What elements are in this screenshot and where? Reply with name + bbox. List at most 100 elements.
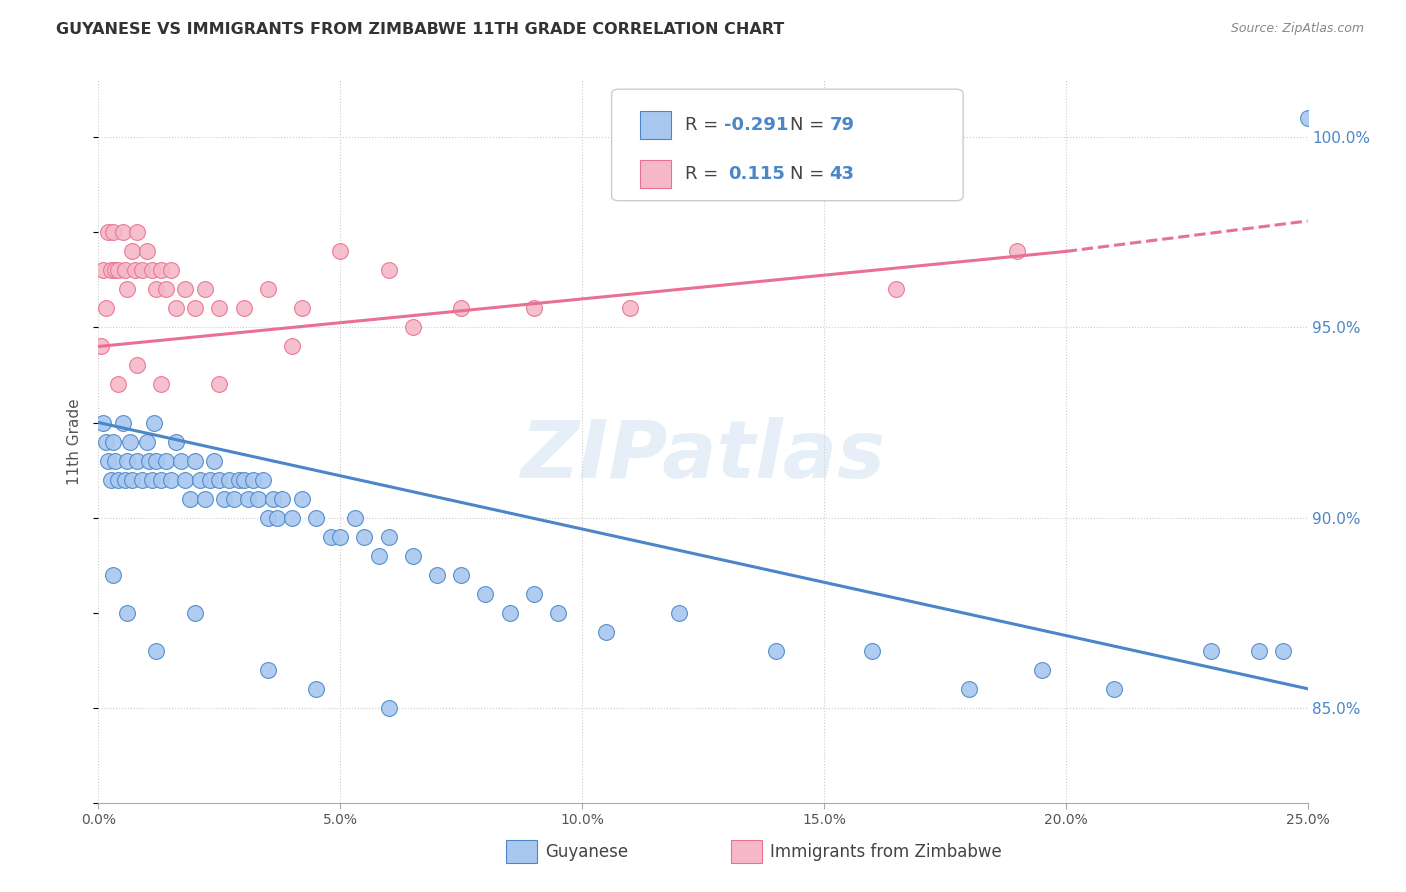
Point <box>184 301 207 316</box>
Point <box>474 587 496 601</box>
Point <box>281 339 304 353</box>
Point <box>319 530 342 544</box>
Point <box>765 169 787 183</box>
Point <box>145 643 167 657</box>
Point <box>184 453 207 467</box>
Point <box>668 606 690 620</box>
Point <box>1249 643 1271 657</box>
Point <box>305 510 328 524</box>
Point <box>141 473 163 487</box>
Point <box>271 491 294 506</box>
Point <box>353 530 375 544</box>
Point <box>165 301 187 316</box>
Point <box>242 473 264 487</box>
Point <box>232 473 254 487</box>
Point <box>1031 663 1053 677</box>
Point <box>127 226 149 240</box>
Y-axis label: 11th Grade: 11th Grade <box>67 398 83 485</box>
Point <box>595 624 617 639</box>
Point <box>101 226 124 240</box>
Text: R =: R = <box>685 116 724 134</box>
Point <box>114 263 136 277</box>
Point <box>131 473 153 487</box>
Point <box>155 282 177 296</box>
Point <box>204 453 226 467</box>
Point <box>198 473 221 487</box>
Point <box>305 681 328 696</box>
Point <box>232 301 254 316</box>
Point <box>100 263 122 277</box>
Point <box>450 301 472 316</box>
Point <box>619 301 641 316</box>
Point <box>127 359 149 373</box>
Text: 43: 43 <box>830 165 855 183</box>
Point <box>266 510 288 524</box>
Point <box>252 473 274 487</box>
Point <box>91 416 114 430</box>
Point <box>765 643 787 657</box>
Point <box>886 282 908 296</box>
Point <box>523 301 546 316</box>
Point <box>426 567 449 582</box>
Point <box>256 663 278 677</box>
Point <box>368 549 391 563</box>
Text: Immigrants from Zimbabwe: Immigrants from Zimbabwe <box>770 843 1002 861</box>
Text: Guyanese: Guyanese <box>546 843 628 861</box>
Text: N =: N = <box>790 165 830 183</box>
Point <box>131 263 153 277</box>
Point <box>402 549 425 563</box>
Point <box>155 453 177 467</box>
Point <box>1272 643 1295 657</box>
Point <box>547 606 569 620</box>
Point <box>117 453 139 467</box>
Point <box>957 681 980 696</box>
Point <box>1199 643 1222 657</box>
Point <box>101 434 124 449</box>
Point <box>174 473 197 487</box>
Text: -0.291: -0.291 <box>724 116 789 134</box>
Text: ZIPatlas: ZIPatlas <box>520 417 886 495</box>
Point <box>329 530 352 544</box>
Point <box>188 473 211 487</box>
Point <box>135 434 157 449</box>
Point <box>247 491 270 506</box>
Point <box>194 282 217 296</box>
Point <box>228 473 250 487</box>
Point <box>90 339 112 353</box>
Point <box>94 434 117 449</box>
Point <box>143 416 166 430</box>
Point <box>97 453 120 467</box>
Text: Source: ZipAtlas.com: Source: ZipAtlas.com <box>1230 22 1364 36</box>
Point <box>91 263 114 277</box>
Point <box>184 606 207 620</box>
Point <box>450 567 472 582</box>
Point <box>222 491 245 506</box>
Point <box>179 491 201 506</box>
Point <box>290 301 312 316</box>
Point <box>111 226 134 240</box>
Point <box>218 473 240 487</box>
Point <box>281 510 304 524</box>
Point <box>1296 112 1319 126</box>
Point <box>377 530 399 544</box>
Point <box>165 434 187 449</box>
Point <box>377 263 399 277</box>
Point <box>100 473 122 487</box>
Point <box>104 453 127 467</box>
Point <box>860 643 883 657</box>
Point <box>101 567 124 582</box>
Point <box>194 491 217 506</box>
Point <box>150 377 173 392</box>
Point <box>256 282 278 296</box>
Point <box>402 320 425 334</box>
Point <box>169 453 191 467</box>
Point <box>256 510 278 524</box>
Point <box>1007 244 1029 259</box>
Point <box>208 377 231 392</box>
Point <box>141 263 163 277</box>
Point <box>121 473 143 487</box>
Text: R =: R = <box>685 165 730 183</box>
Point <box>329 244 352 259</box>
Point <box>212 491 235 506</box>
Point <box>160 473 183 487</box>
